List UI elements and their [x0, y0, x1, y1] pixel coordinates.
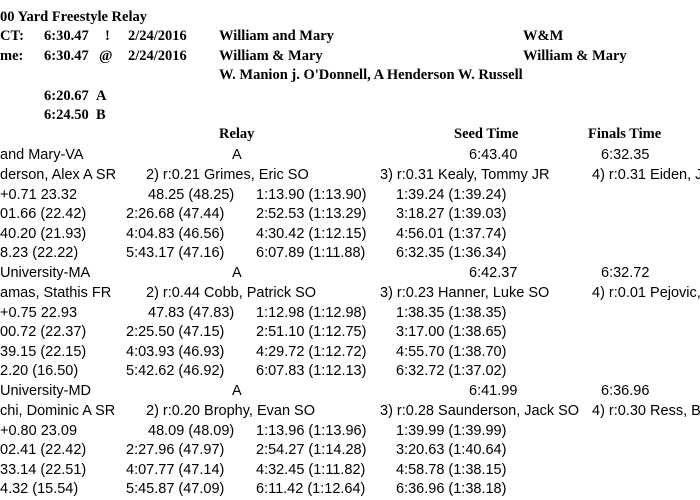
swimmer: 4) r:0.31 Eiden, Jo	[592, 167, 700, 183]
column-header-finals-time: Finals Time	[588, 126, 662, 142]
record-time: 6:30.47	[44, 28, 89, 44]
swimmer: 4) r:0.30 Ress, Br	[592, 403, 700, 419]
split: 2:27.96 (47.97)	[126, 442, 225, 458]
split: 5:45.87 (47.09)	[126, 481, 225, 497]
split: 5:42.62 (46.92)	[126, 363, 225, 379]
swimmer: 2) r:0.20 Brophy, Evan SO	[146, 403, 315, 419]
swimmer: 4) r:0.01 Pejovic,	[592, 285, 700, 301]
split: 4:03.93 (46.93)	[126, 344, 225, 360]
swimmer: 2) r:0.21 Grimes, Eric SO	[146, 167, 309, 183]
finals-time: 6:32.35	[601, 147, 650, 163]
record-team-abbr: W&M	[523, 28, 564, 44]
record-team: William & Mary	[219, 48, 323, 64]
split: 6:32.72 (1:37.02)	[396, 363, 507, 379]
record-label: CT:	[0, 28, 24, 44]
swimmer: 2) r:0.44 Cobb, Patrick SO	[146, 285, 317, 301]
relay-letter: A	[232, 147, 242, 163]
record-mark: @	[99, 48, 113, 64]
relay-letter: A	[232, 383, 242, 399]
team-name: and Mary-VA	[0, 147, 84, 163]
split: 1:38.35 (1:38.35)	[396, 305, 507, 321]
split: 4:04.83 (46.56)	[126, 226, 225, 242]
record-team-abbr: William & Mary	[523, 48, 627, 64]
column-header-seed-time: Seed Time	[454, 126, 519, 142]
split: 1:13.90 (1:13.90)	[256, 187, 367, 203]
split: 4:07.77 (47.14)	[126, 462, 225, 478]
finals-time: 6:36.96	[601, 383, 650, 399]
split: 4:32.45 (1:11.82)	[256, 462, 366, 478]
swimmer: 3) r:0.28 Saunderson, Jack SO	[380, 403, 580, 419]
split: 3:20.63 (1:40.64)	[396, 442, 507, 458]
event-title: 00 Yard Freestyle Relay	[0, 9, 147, 25]
split: 48.25 (48.25)	[148, 187, 235, 203]
cut-label: A	[96, 88, 107, 104]
team-name: University-MA	[0, 265, 91, 281]
split: 1:39.24 (1:39.24)	[396, 187, 507, 203]
split: 4.32 (15.54)	[0, 481, 79, 497]
split: 48.09 (48.09)	[148, 423, 235, 439]
record-date: 2/24/2016	[128, 48, 187, 64]
split: 6:32.35 (1:36.34)	[396, 245, 507, 261]
split: 6:07.83 (1:12.13)	[256, 363, 367, 379]
split: +0.71 23.32	[0, 187, 78, 203]
split: 2:52.53 (1:13.29)	[256, 206, 367, 222]
split: 2:54.27 (1:14.28)	[256, 442, 367, 458]
split: 2:26.68 (47.44)	[126, 206, 225, 222]
column-header-relay: Relay	[219, 126, 255, 142]
split: 6:07.89 (1:11.88)	[256, 245, 366, 261]
seed-time: 6:43.40	[469, 147, 518, 163]
swimmer: derson, Alex A SR	[0, 167, 117, 183]
record-mark: !	[105, 28, 110, 44]
split: 1:39.99 (1:39.99)	[396, 423, 507, 439]
split: 3:17.00 (1:38.65)	[396, 324, 507, 340]
split: 33.14 (22.51)	[0, 462, 87, 478]
split: 6:36.96 (1:38.18)	[396, 481, 507, 497]
split: 4:56.01 (1:37.74)	[396, 226, 507, 242]
split: 4:58.78 (1:38.15)	[396, 462, 507, 478]
swimmer: 3) r:0.31 Kealy, Tommy JR	[380, 167, 550, 183]
cut-time: 6:20.67	[44, 88, 89, 104]
cut-label: B	[96, 107, 106, 123]
record-time: 6:30.47	[44, 48, 89, 64]
split: 4:55.70 (1:38.70)	[396, 344, 507, 360]
swimmer: 3) r:0.23 Hanner, Luke SO	[380, 285, 550, 301]
split: 5:43.17 (47.16)	[126, 245, 225, 261]
split: 8.23 (22.22)	[0, 245, 79, 261]
split: 40.20 (21.93)	[0, 226, 87, 242]
split: +0.75 22.93	[0, 305, 78, 321]
split: +0.80 23.09	[0, 423, 78, 439]
split: 47.83 (47.83)	[148, 305, 235, 321]
split: 1:13.96 (1:13.96)	[256, 423, 367, 439]
cut-time: 6:24.50	[44, 107, 89, 123]
split: 02.41 (22.42)	[0, 442, 87, 458]
team-name: University-MD	[0, 383, 92, 399]
record-label: me:	[0, 48, 24, 64]
finals-time: 6:32.72	[601, 265, 650, 281]
split: 2.20 (16.50)	[0, 363, 79, 379]
split: 39.15 (22.15)	[0, 344, 87, 360]
record-date: 2/24/2016	[128, 28, 187, 44]
split: 01.66 (22.42)	[0, 206, 87, 222]
relay-letter: A	[232, 265, 242, 281]
seed-time: 6:41.99	[469, 383, 518, 399]
record-swimmers: W. Manion j. O'Donnell, A Henderson W. R…	[219, 67, 523, 83]
split: 1:12.98 (1:12.98)	[256, 305, 367, 321]
split: 3:18.27 (1:39.03)	[396, 206, 507, 222]
split: 4:29.72 (1:12.72)	[256, 344, 367, 360]
split: 2:25.50 (47.15)	[126, 324, 225, 340]
split: 6:11.42 (1:12.64)	[256, 481, 366, 497]
swimmer: amas, Stathis FR	[0, 285, 112, 301]
split: 2:51.10 (1:12.75)	[256, 324, 367, 340]
swimmer: chi, Dominic A SR	[0, 403, 116, 419]
split: 00.72 (22.37)	[0, 324, 87, 340]
seed-time: 6:42.37	[469, 265, 518, 281]
record-team: William and Mary	[219, 28, 334, 44]
split: 4:30.42 (1:12.15)	[256, 226, 367, 242]
